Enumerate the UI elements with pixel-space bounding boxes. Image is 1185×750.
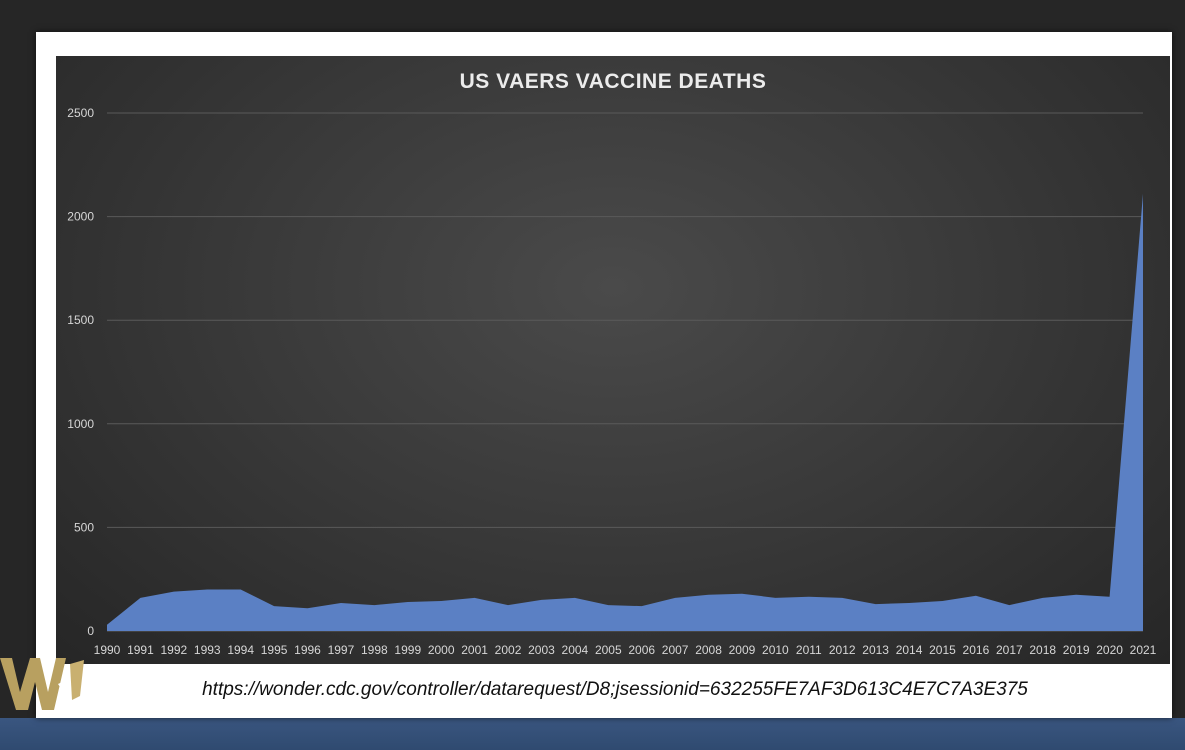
x-tick-label: 2004 <box>562 643 589 657</box>
bottom-band <box>0 718 1185 750</box>
x-tick-label: 2003 <box>528 643 555 657</box>
x-tick-label: 2006 <box>628 643 655 657</box>
x-tick-label: 1992 <box>160 643 187 657</box>
source-url: https://wonder.cdc.gov/controller/datare… <box>202 679 1028 700</box>
y-axis-ticks: 0 500 1000 1500 2000 2500 <box>67 106 94 638</box>
x-tick-label: 1995 <box>261 643 288 657</box>
area-series-fill <box>107 193 1143 632</box>
chart-title: US VAERS VACCINE DEATHS <box>460 70 767 93</box>
y-tick-label: 0 <box>87 624 94 638</box>
x-tick-label: 1994 <box>227 643 254 657</box>
x-tick-label: 2021 <box>1130 643 1157 657</box>
x-tick-label: 2010 <box>762 643 789 657</box>
x-tick-label: 2009 <box>729 643 756 657</box>
x-tick-label: 2007 <box>662 643 689 657</box>
x-tick-label: 2020 <box>1096 643 1123 657</box>
area-series <box>107 193 1143 632</box>
x-tick-label: 1999 <box>394 643 421 657</box>
x-tick-label: 2016 <box>963 643 990 657</box>
w-logo-icon <box>0 658 92 710</box>
x-tick-label: 2017 <box>996 643 1023 657</box>
x-tick-label: 2000 <box>428 643 455 657</box>
y-tick-label: 2000 <box>67 210 94 224</box>
x-tick-label: 2014 <box>896 643 923 657</box>
x-tick-label: 1990 <box>94 643 121 657</box>
x-tick-label: 2001 <box>461 643 488 657</box>
x-tick-label: 1993 <box>194 643 221 657</box>
y-tick-label: 1000 <box>67 417 94 431</box>
x-tick-label: 2008 <box>695 643 722 657</box>
x-axis-ticks: 1990 1991 1992 1993 1994 1995 1996 1997 1998 1999… <box>94 643 1157 657</box>
x-tick-label: 2012 <box>829 643 856 657</box>
x-tick-label: 2013 <box>862 643 889 657</box>
x-tick-label: 1991 <box>127 643 154 657</box>
x-tick-label: 1998 <box>361 643 388 657</box>
x-tick-label: 1996 <box>294 643 321 657</box>
y-tick-label: 500 <box>74 520 94 534</box>
x-tick-label: 2005 <box>595 643 622 657</box>
x-tick-label: 2011 <box>796 643 822 657</box>
gridlines <box>107 112 1143 632</box>
x-tick-label: 1997 <box>328 643 355 657</box>
x-tick-label: 2019 <box>1063 643 1090 657</box>
y-tick-label: 2500 <box>67 106 94 120</box>
y-tick-label: 1500 <box>67 313 94 327</box>
chart-panel: 0 500 1000 1500 2000 2500 1990 1991 1992 1993 199… <box>56 56 1170 664</box>
x-tick-label: 2015 <box>929 643 956 657</box>
x-tick-label: 2018 <box>1029 643 1056 657</box>
x-tick-label: 2002 <box>495 643 522 657</box>
